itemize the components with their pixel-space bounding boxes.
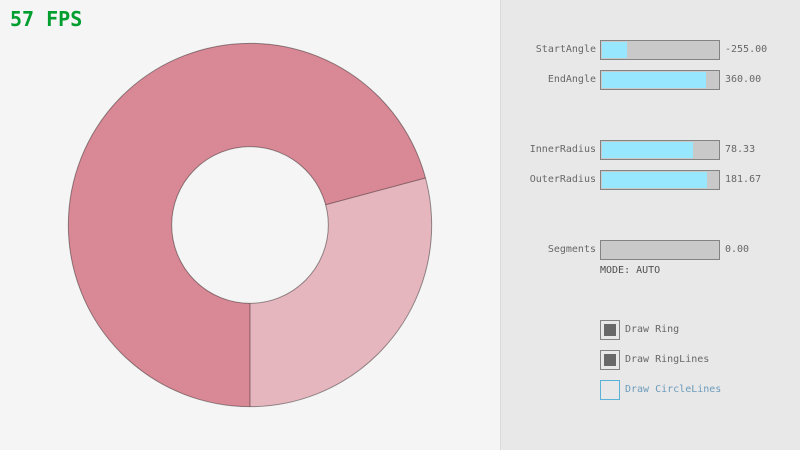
ring-outer-line (67, 42, 433, 408)
segments-label: Segments (547, 244, 596, 255)
ring-canvas (67, 42, 433, 408)
start-angle-slider[interactable] (600, 40, 720, 60)
ring-sector-double-pass (68, 43, 426, 407)
slider-row-start-angle: StartAngle -255.00 (500, 40, 800, 60)
end-angle-slider[interactable] (600, 70, 720, 90)
start-angle-label: StartAngle (535, 44, 596, 55)
draw-ringlines-label: Draw RingLines (625, 354, 710, 365)
slider-row-segments: Segments 0.00 (500, 240, 800, 260)
inner-radius-label: InnerRadius (529, 144, 596, 155)
slider-fill (602, 172, 707, 188)
controls-panel: StartAngle -255.00 EndAngle 360.00 Inner… (500, 0, 800, 450)
end-angle-value: 360.00 (725, 74, 762, 85)
draw-circlelines-checkbox[interactable] (600, 380, 620, 400)
slider-fill (602, 42, 627, 58)
ring-inner-line (171, 146, 329, 304)
outer-radius-label: OuterRadius (529, 174, 596, 185)
slider-row-inner-radius: InnerRadius 78.33 (500, 140, 800, 160)
outer-radius-value: 181.67 (725, 174, 762, 185)
end-angle-label: EndAngle (547, 74, 596, 85)
checkbox-row-draw-ringlines: Draw RingLines (500, 350, 800, 370)
outer-radius-slider[interactable] (600, 170, 720, 190)
segments-slider[interactable] (600, 240, 720, 260)
slider-row-end-angle: EndAngle 360.00 (500, 70, 800, 90)
checkbox-row-draw-circlelines: Draw CircleLines (500, 380, 800, 400)
checkbox-row-draw-ring: Draw Ring (500, 320, 800, 340)
draw-ring-checkbox[interactable] (600, 320, 620, 340)
panel-divider-line (500, 0, 501, 450)
inner-radius-value: 78.33 (725, 144, 756, 155)
slider-fill (602, 72, 706, 88)
ring-radial-line (325, 177, 426, 206)
draw-ring-label: Draw Ring (625, 324, 680, 335)
draw-circlelines-label: Draw CircleLines (625, 384, 722, 395)
inner-radius-slider[interactable] (600, 140, 720, 160)
draw-ringlines-checkbox[interactable] (600, 350, 620, 370)
fps-counter: 57 FPS (10, 7, 83, 31)
ring-sector-single-pass (250, 177, 432, 407)
mode-label: MODE: AUTO (600, 265, 661, 276)
start-angle-value: -255.00 (725, 44, 768, 55)
slider-row-outer-radius: OuterRadius 181.67 (500, 170, 800, 190)
checkmark (604, 324, 616, 336)
checkmark (604, 384, 616, 396)
slider-fill (602, 142, 693, 158)
checkmark (604, 354, 616, 366)
segments-value: 0.00 (725, 244, 750, 255)
